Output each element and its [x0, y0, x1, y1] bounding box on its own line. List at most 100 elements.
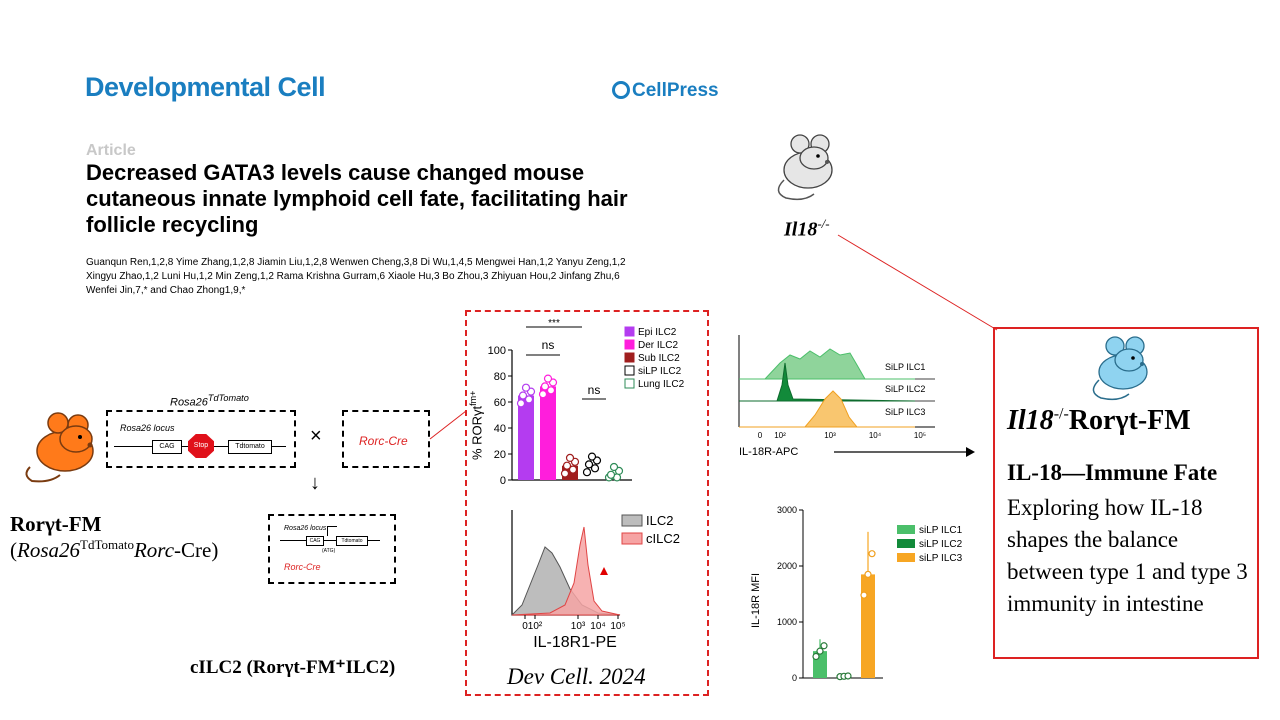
highlight-triangle — [600, 567, 608, 575]
y-tick-label: 0 — [792, 673, 797, 683]
data-point — [524, 395, 534, 404]
rosa-locus-label: Rosa26 locus — [120, 423, 175, 433]
data-point — [820, 642, 828, 650]
legend-label: cILC2 — [646, 531, 680, 546]
strain-genotype: (Rosa26TdTomatoRorc-Cre) — [10, 537, 219, 562]
cre-box: Rorc-Cre — [342, 410, 430, 468]
data-point — [606, 470, 616, 479]
cag-box: CAG — [306, 536, 324, 546]
legend-label: Lung ILC2 — [638, 379, 685, 390]
y-tick-label: 40 — [494, 423, 506, 435]
y-axis-label: IL-18R MFI — [750, 573, 762, 628]
data-point — [864, 570, 872, 579]
row-label: SiLP ILC1 — [885, 362, 925, 372]
cilc2-histogram — [511, 526, 621, 616]
publisher-logo: CellPress — [612, 80, 719, 102]
row-label: SiLP ILC2 — [885, 384, 925, 394]
rosa-construct-box: Rosa26 locus CAG Stop Tdtomato — [106, 410, 296, 468]
row-label: SiLP ILC3 — [885, 407, 925, 417]
data-point — [868, 550, 876, 558]
atg-label: (ATG) — [322, 548, 336, 554]
silp-ilc1-histogram — [739, 348, 915, 380]
publisher-name: CellPress — [632, 80, 719, 101]
y-tick-label: 2000 — [777, 561, 797, 571]
data-point — [844, 672, 852, 680]
legend-swatch — [621, 514, 643, 527]
cilc2-label: cILC2 (Rorγt-FM⁺ILC2) — [190, 657, 396, 678]
strain-name: Rorγt-FM — [10, 512, 102, 536]
data-point — [565, 453, 575, 462]
bar-chart-ylabel: % RORγtfm+ — [468, 390, 485, 460]
sig-label: ns — [588, 383, 601, 397]
data-point — [562, 461, 572, 470]
x-tick-label: 0 — [758, 431, 763, 440]
locus-line — [280, 540, 380, 541]
mouse-strain-label: Rorγt-FM (Rosa26TdTomatoRorc-Cre) — [10, 512, 218, 563]
author-line: Guanqun Ren,1,2,8 Yime Zhang,1,2,8 Jiami… — [86, 257, 626, 268]
tdtomato-box: Tdtomato — [228, 440, 272, 454]
data-point — [516, 399, 526, 408]
legend-swatch — [897, 539, 915, 548]
data-point — [546, 386, 556, 395]
y-tick-label: 60 — [494, 397, 506, 409]
cag-box: CAG — [152, 440, 182, 454]
legend-label: siLP ILC1 — [919, 525, 963, 536]
il18-connector-line — [837, 234, 998, 331]
data-point — [584, 460, 594, 469]
cellpress-icon — [612, 81, 630, 99]
summary-body: Exploring how IL-18 shapes the balance b… — [1007, 495, 1248, 616]
legend-label: siLP ILC2 — [638, 366, 682, 377]
data-point — [568, 465, 578, 474]
legend-swatch — [624, 352, 635, 363]
il18r1-histogram: ILC2 cILC2 0 10² 10³ 10⁴ 10⁵ IL-18R1-PE — [510, 510, 680, 651]
silp-ilc2-histogram — [739, 362, 916, 402]
bar — [518, 395, 534, 480]
figure-panel — [465, 310, 709, 696]
summary-subtitle: IL-18—Immune Fate — [1007, 460, 1218, 485]
data-point — [540, 382, 550, 391]
legend-label: Epi ILC2 — [638, 327, 677, 338]
legend-swatch — [624, 339, 635, 350]
tdtomato-box: Tdtomato — [336, 536, 368, 546]
legend-swatch — [624, 365, 635, 376]
x-tick-label: 10² — [774, 431, 786, 440]
paper-title: Decreased GATA3 levels cause changed mou… — [86, 160, 628, 237]
blue-mouse-icon — [1092, 336, 1148, 401]
result-locus-label: Rosa26 locus — [284, 525, 327, 532]
cre-label: Rorc-Cre — [359, 434, 408, 448]
ror-percent-chart: 0 20 40 60 80 100 Epi ILC2 Der ILC2 Sub ILC2 siLP… — [488, 318, 685, 487]
legend-label: siLP ILC3 — [919, 553, 963, 564]
bar — [861, 574, 875, 678]
promoter-arrow — [327, 526, 337, 527]
x-tick-label: 10⁴ — [869, 431, 882, 440]
summary-title: Il18-/-Rorγt-FM — [1007, 405, 1191, 436]
x-tick-label: 10⁴ — [590, 621, 605, 632]
data-point — [582, 468, 592, 477]
y-tick-label: 20 — [494, 449, 506, 461]
data-point — [609, 462, 619, 472]
x-tick-label: 10³ — [571, 621, 586, 632]
legend-label: ILC2 — [646, 513, 673, 528]
il18r-apc-histogram: SiLP ILC1 SiLP ILC2 SiLP ILC3 0 10² 10³ 10⁴ 10⁵… — [738, 335, 935, 458]
legend-swatch — [897, 525, 915, 534]
article-type: Article — [86, 142, 136, 159]
down-arrow-icon: ↓ — [310, 472, 320, 494]
x-tick-label: 0 — [522, 621, 528, 632]
promoter-arrow — [327, 526, 328, 536]
y-tick-label: 80 — [494, 371, 506, 383]
x-axis-label: IL-18R1-PE — [533, 634, 617, 651]
data-point — [518, 391, 528, 400]
summary-box — [993, 327, 1259, 659]
data-point — [812, 652, 820, 661]
legend-label: siLP ILC2 — [919, 539, 963, 550]
x-axis-label: IL-18R-APC — [739, 446, 798, 458]
y-tick-label: 3000 — [777, 505, 797, 515]
grey-mouse-icon — [777, 134, 833, 201]
sig-label: *** — [548, 318, 560, 329]
result-construct-box: Rosa26 locus CAG Tdtomato (ATG) Rorc-Cre — [268, 514, 396, 584]
legend-swatch — [897, 553, 915, 562]
author-line: Wenfei Jin,7,* and Chao Zhong1,9,* — [86, 285, 246, 296]
legend-label: Sub ILC2 — [638, 353, 680, 364]
x-tick-label: 10⁵ — [610, 621, 625, 632]
